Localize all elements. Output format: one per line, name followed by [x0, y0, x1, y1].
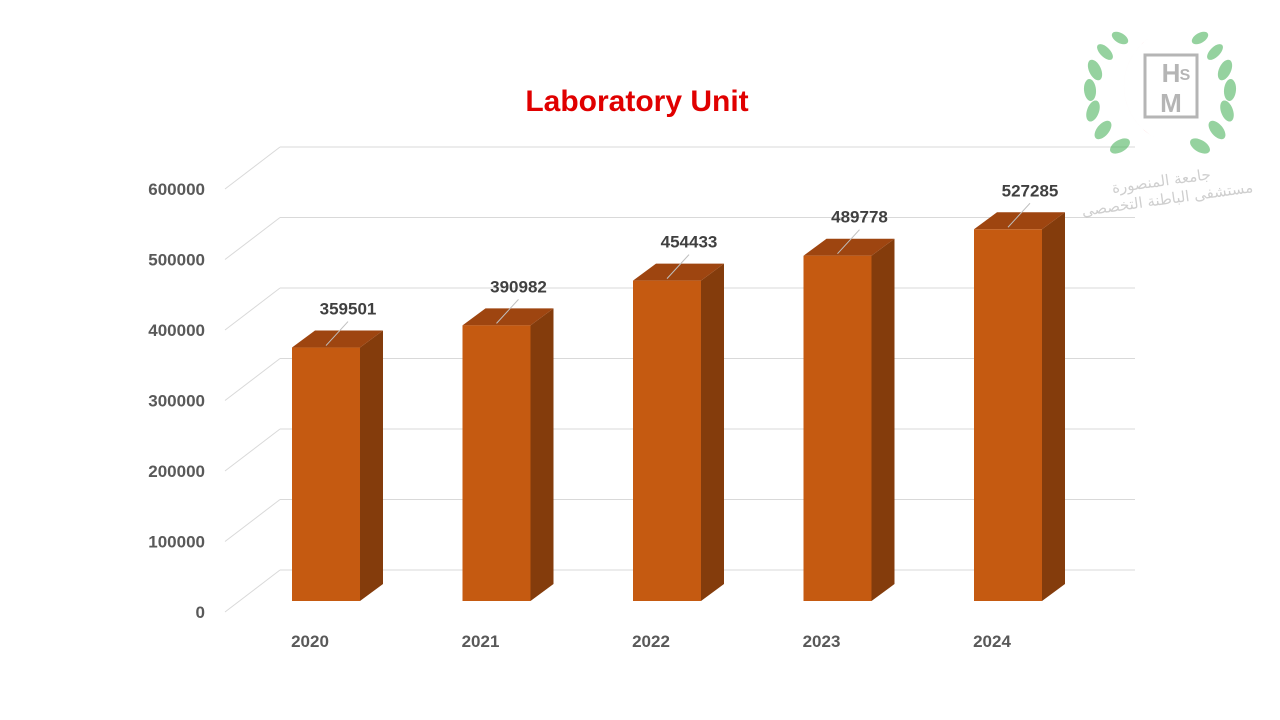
x-tick-label: 2023	[803, 632, 841, 651]
data-label: 489778	[831, 208, 888, 227]
bar-side	[360, 330, 383, 601]
hospital-logo: H S M جامعة المنصورة مستشفى الباطنة التخ…	[1081, 31, 1254, 220]
bar	[292, 347, 360, 601]
bar-top	[974, 212, 1065, 230]
y-tick-label: 500000	[148, 251, 205, 270]
bar	[462, 325, 531, 601]
bar-side	[530, 308, 554, 601]
data-label-leader	[666, 254, 690, 279]
bar-2020	[292, 330, 383, 601]
data-label-leader	[496, 299, 519, 324]
y-tick-label: 200000	[148, 462, 205, 481]
y-tick-label: 400000	[148, 321, 205, 340]
bar-side	[871, 238, 895, 601]
gridline-diagonal	[224, 146, 281, 190]
bar-2023	[803, 238, 895, 601]
bar-top	[633, 263, 724, 281]
x-tick-label: 2022	[632, 632, 670, 651]
gridline-diagonal	[224, 428, 281, 472]
bar	[633, 280, 701, 601]
bar-2024	[974, 212, 1065, 601]
x-tick-label: 2020	[291, 632, 329, 651]
logo-letter-h: H	[1162, 58, 1181, 88]
logo-letter-m: M	[1160, 88, 1182, 118]
x-tick-label: 2021	[462, 632, 500, 651]
bar	[974, 229, 1042, 601]
logo-letter-box	[1143, 53, 1199, 119]
chart-title: Laboratory Unit	[525, 85, 748, 118]
logo-letter-s: S	[1180, 67, 1191, 84]
laurel-wreath-icon	[1083, 31, 1237, 154]
bar	[803, 255, 872, 601]
bar-2022	[633, 263, 724, 601]
data-labels: 359501 390982 454433 489778 527285	[320, 181, 1059, 346]
data-label-leader	[325, 321, 349, 346]
data-label-leader	[837, 229, 860, 255]
y-tick-label: 600000	[148, 180, 205, 199]
bar-side	[1042, 212, 1065, 601]
bar-top	[803, 238, 895, 256]
x-tick-label: 2024	[973, 632, 1011, 651]
y-tick-label: 100000	[148, 533, 205, 552]
data-label: 527285	[1002, 181, 1059, 200]
x-axis: 2020 2021 2022 2023 2024	[291, 632, 1011, 651]
gridline-diagonal	[224, 499, 281, 542]
y-tick-label: 300000	[148, 392, 205, 411]
y-tick-label: 0	[196, 603, 205, 622]
gridline-diagonal	[224, 358, 281, 401]
bar-top	[462, 308, 554, 326]
data-label-leader	[1007, 202, 1031, 228]
data-label: 390982	[490, 277, 547, 296]
gridline-diagonal	[224, 287, 281, 331]
bars	[292, 212, 1065, 601]
data-label: 359501	[320, 300, 377, 319]
gridline-diagonal	[224, 217, 281, 260]
bar-top	[292, 330, 383, 348]
bar-2021	[462, 308, 554, 601]
bar-side	[701, 263, 724, 601]
data-label: 454433	[661, 233, 718, 252]
gridline-diagonal	[224, 569, 281, 613]
y-axis: 0 100000 200000 300000 400000 500000 600000	[148, 180, 205, 622]
